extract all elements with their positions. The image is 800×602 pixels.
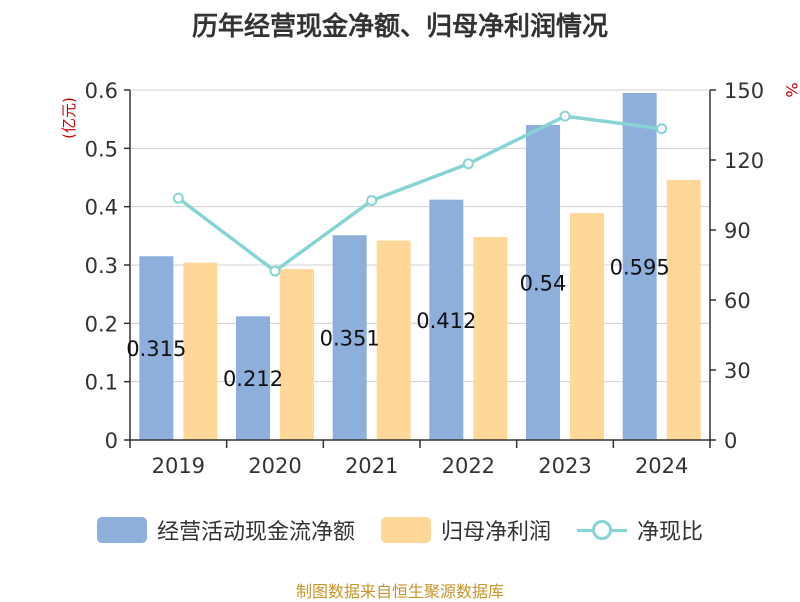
x-tick-label: 2020 bbox=[248, 454, 301, 478]
x-tick-label: 2024 bbox=[635, 454, 688, 478]
left-tick-label: 0.6 bbox=[85, 79, 118, 103]
x-tick-label: 2021 bbox=[345, 454, 398, 478]
bar-data-label: 0.351 bbox=[320, 327, 380, 351]
ratio-point bbox=[172, 192, 184, 204]
right-axis-label: % bbox=[782, 82, 800, 97]
legend-label-ratio: 净现比 bbox=[637, 520, 704, 545]
chart-title: 历年经营现金净额、归母净利润情况 bbox=[191, 12, 608, 42]
legend: 经营活动现金流净额 归母净利润 净现比 bbox=[0, 514, 800, 546]
left-tick-label: 0.1 bbox=[85, 371, 118, 395]
bar bbox=[622, 92, 657, 441]
legend-label-net-profit: 归母净利润 bbox=[440, 520, 551, 545]
left-tick-label: 0.4 bbox=[85, 196, 118, 220]
ratio-point bbox=[269, 265, 281, 277]
legend-swatch-ratio bbox=[577, 517, 627, 543]
left-axis-label: (亿元) bbox=[60, 97, 78, 139]
bar-data-label: 0.595 bbox=[610, 255, 670, 279]
legend-swatch-net-profit bbox=[380, 517, 431, 543]
bar bbox=[429, 199, 464, 440]
bar-data-label: 0.315 bbox=[126, 337, 186, 361]
chart: 0 0.1 0.2 0.3 0.4 0.5 0.6 0 30 60 90 120 150 (亿元)% 201… bbox=[60, 79, 800, 478]
ratio-line bbox=[177, 114, 662, 274]
right-tick-label: 90 bbox=[724, 219, 751, 243]
bar bbox=[376, 240, 411, 440]
legend-label-cashflow: 经营活动现金流净额 bbox=[156, 520, 355, 545]
legend-item-net-profit[interactable]: 归母净利润 bbox=[380, 514, 551, 546]
right-tick-label: 60 bbox=[724, 289, 751, 313]
x-tick-label: 2023 bbox=[538, 454, 591, 478]
legend-item-ratio[interactable]: 净现比 bbox=[577, 514, 703, 546]
bar bbox=[666, 179, 701, 441]
bar-data-label: 0.212 bbox=[223, 367, 283, 391]
left-tick-label: 0.3 bbox=[85, 254, 118, 278]
bar bbox=[570, 213, 604, 440]
left-tick-label: 0 bbox=[105, 429, 118, 453]
ratio-point bbox=[559, 110, 571, 122]
bar bbox=[183, 262, 218, 440]
right-tick-label: 120 bbox=[724, 149, 764, 173]
source-note: 制图数据来自恒生聚源数据库 bbox=[295, 582, 504, 601]
ratio-point bbox=[462, 158, 474, 170]
bar bbox=[139, 256, 174, 440]
right-tick-label: 150 bbox=[724, 79, 764, 103]
legend-swatch-cashflow bbox=[96, 517, 147, 543]
bar bbox=[473, 237, 508, 440]
left-tick-label: 0.5 bbox=[85, 137, 118, 161]
bar-data-label: 0.412 bbox=[416, 309, 476, 333]
bar bbox=[236, 316, 270, 440]
bar bbox=[280, 269, 314, 440]
bar bbox=[526, 125, 560, 440]
bar-data-label: 0.54 bbox=[520, 272, 567, 296]
ratio-point bbox=[366, 195, 378, 207]
right-tick-label: 30 bbox=[724, 359, 751, 383]
right-tick-label: 0 bbox=[724, 429, 737, 453]
legend-item-cashflow[interactable]: 经营活动现金流净额 bbox=[96, 514, 355, 546]
x-tick-label: 2019 bbox=[152, 454, 205, 478]
x-tick-label: 2022 bbox=[442, 454, 495, 478]
bar bbox=[332, 235, 367, 440]
left-tick-label: 0.2 bbox=[85, 312, 118, 336]
ratio-point bbox=[656, 123, 668, 135]
